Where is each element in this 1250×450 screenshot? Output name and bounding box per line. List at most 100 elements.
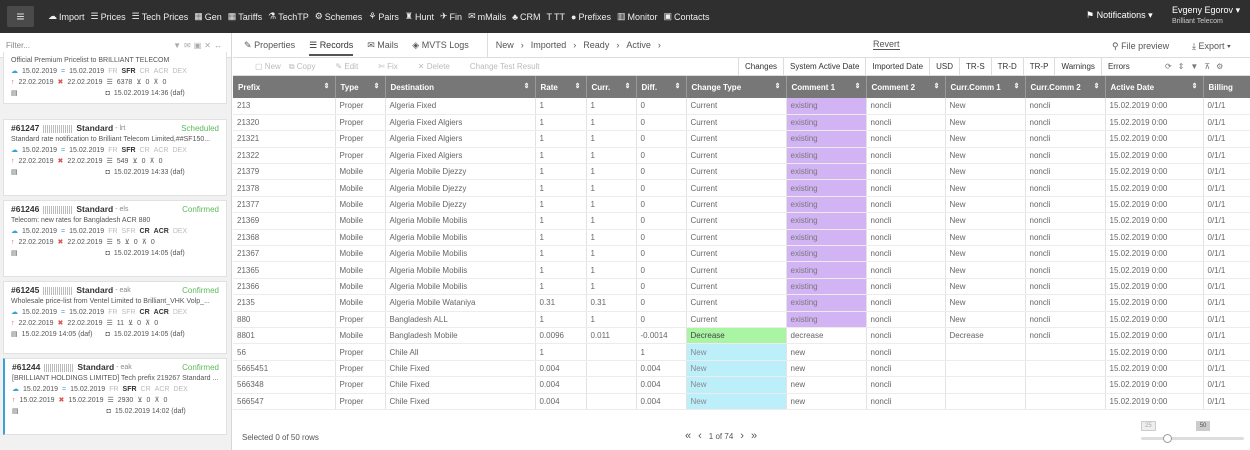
sort-icon[interactable]: ⇕ [674, 83, 681, 90]
pricelist-card[interactable]: #61247 Standard - lrt Scheduled Standard rat… [3, 119, 227, 196]
nav-item-fin[interactable]: ✈ Fin [440, 11, 462, 22]
grid-tools-icons[interactable]: ⟳⇕▼⊼⚙ [1165, 62, 1230, 71]
table-row[interactable]: 566348 Proper Chile Fixed 0.004 0.004 New new n… [233, 376, 1250, 394]
sort-icon[interactable]: ⇕ [624, 83, 631, 90]
table-row[interactable]: 21365 Mobile Algeria Mobile Mobilis 1 1 0 Curr… [233, 261, 1250, 279]
sort-icon[interactable]: ⇕ [933, 83, 940, 90]
fix-button[interactable]: ✄ Fix [378, 62, 398, 71]
sort-icon[interactable]: ⇕ [1093, 83, 1100, 90]
tab-mails[interactable]: ✉ Mails [367, 40, 398, 51]
table-row[interactable]: 2135 Mobile Algeria Mobile Wataniya 0.31 0.3… [233, 294, 1250, 312]
hamburger-icon[interactable]: ≡ [7, 6, 34, 27]
revert-button[interactable]: Revert [873, 39, 900, 50]
edit-button[interactable]: ✎ Edit [335, 62, 358, 71]
table-row[interactable]: 21369 Mobile Algeria Mobile Mobilis 1 1 0 Curr… [233, 212, 1250, 230]
toggle-changes[interactable]: Changes [738, 58, 783, 76]
toggle-usd[interactable]: USD [929, 58, 959, 76]
toggle-tr-s[interactable]: TR-S [958, 58, 991, 76]
nav-item-tariffs[interactable]: ▦ Tariffs [228, 11, 262, 22]
export-button[interactable]: ⤓ Export ▾ [1192, 41, 1231, 52]
table-row[interactable]: 21320 Proper Algeria Fixed Algiers 1 1 0 Curre… [233, 114, 1250, 132]
nav-item-gen[interactable]: ▦ Gen [194, 11, 222, 22]
column-header-prefix[interactable]: Prefix ⇕ [233, 76, 336, 98]
sort-icon[interactable]: ⇕ [323, 83, 330, 90]
nav-item-contacts[interactable]: ▣ Contacts [664, 11, 710, 22]
column-header-curr-[interactable]: Curr. ⇕ [586, 76, 637, 98]
breadcrumb-ready[interactable]: Ready [583, 40, 610, 50]
change-test-result-button[interactable]: Change Test Result [469, 62, 540, 71]
nav-item-prefixes[interactable]: ● Prefixes [571, 12, 611, 22]
pricelist-card-top[interactable]: Official Premium Pricelist to BRILLIANT … [3, 52, 227, 104]
nav-item-pairs[interactable]: ⚘ Pairs [368, 11, 399, 22]
sort-icon[interactable]: ⇕ [574, 83, 581, 90]
column-header-curr-comm-2[interactable]: Curr.Comm 2 ⇕ [1025, 76, 1106, 98]
tab-mvts-logs[interactable]: ◈ MVTS Logs [412, 40, 468, 51]
table-row[interactable]: 880 Proper Bangladesh ALL 1 1 0 Current existin… [233, 311, 1250, 328]
nav-item-tech-prices[interactable]: ☰ Tech Prices [132, 11, 189, 22]
nav-item-hunt[interactable]: ♜ Hunt [405, 11, 434, 22]
toggle-tr-d[interactable]: TR-D [990, 58, 1023, 76]
breadcrumb-new[interactable]: New [495, 40, 514, 50]
table-row[interactable]: 8801 Mobile Bangladesh Mobile 0.0096 0.011 -0… [233, 327, 1250, 345]
sort-icon[interactable]: ⇕ [1191, 83, 1198, 90]
column-header-comment-1[interactable]: Comment 1 ⇕ [786, 76, 867, 98]
nav-item-schemes[interactable]: ⚙ Schemes [315, 11, 363, 22]
column-header-curr-comm-1[interactable]: Curr.Comm 1 ⇕ [945, 76, 1026, 98]
table-row[interactable]: 21322 Proper Algeria Fixed Algiers 1 1 0 Curre… [233, 147, 1250, 165]
first-page-icon[interactable]: « [685, 430, 692, 442]
toggle-imported-date[interactable]: Imported Date [865, 58, 929, 76]
column-header-diff-[interactable]: Diff. ⇕ [636, 76, 687, 98]
slider-knob[interactable] [1163, 434, 1172, 443]
toggle-errors[interactable]: Errors [1100, 58, 1136, 76]
new-button[interactable]: ▢ New [255, 62, 281, 71]
table-row[interactable]: 213 Proper Algeria Fixed 1 1 0 Current existing… [233, 98, 1250, 115]
toggle-system-active-date[interactable]: System Active Date [783, 58, 865, 76]
table-row[interactable]: 21379 Mobile Algeria Mobile Djezzy 1 1 0 Curre… [233, 163, 1250, 181]
table-row[interactable]: 21377 Mobile Algeria Mobile Djezzy 1 1 0 Curre… [233, 196, 1250, 214]
page-size-slider[interactable] [1141, 434, 1244, 443]
pricelist-card[interactable]: #61245 Standard - eak Confirmed Wholesale pr… [3, 281, 227, 354]
prev-page-icon[interactable]: ‹ [698, 430, 702, 442]
sort-icon[interactable]: ⇕ [523, 83, 530, 90]
breadcrumb-imported[interactable]: Imported [530, 40, 567, 50]
column-header-change-type[interactable]: Change Type ⇕ [686, 76, 787, 98]
toggle-warnings[interactable]: Warnings [1054, 58, 1101, 76]
page-size-25[interactable]: 25 [1141, 421, 1156, 431]
pricelist-card[interactable]: #61244 Standard - eak Confirmed [BRILLIANT H… [3, 358, 227, 435]
last-page-icon[interactable]: » [750, 430, 758, 442]
sort-icon[interactable]: ⇕ [774, 83, 781, 90]
filter-input[interactable]: Filter... [6, 40, 31, 50]
nav-item-monitor[interactable]: ▥ Monitor [617, 11, 658, 22]
tab-properties[interactable]: ✎ Properties [244, 40, 295, 51]
sort-icon[interactable]: ⇕ [854, 83, 861, 90]
column-header-billing[interactable]: Billing [1203, 76, 1250, 98]
table-row[interactable]: 566547 Proper Chile Fixed 0.004 0.004 New new n… [233, 393, 1250, 410]
filter-tools-icons[interactable]: ▼✉▣✕↔ [173, 40, 225, 50]
nav-item-techtp[interactable]: ⚗ TechTP [268, 11, 309, 22]
nav-item-prices[interactable]: ☰ Prices [91, 11, 126, 22]
table-row[interactable]: 21366 Mobile Algeria Mobile Mobilis 1 1 0 Curr… [233, 278, 1250, 296]
pricelist-card[interactable]: #61246 Standard - els Confirmed Telecom: new… [3, 200, 227, 277]
table-row[interactable]: 21378 Mobile Algeria Mobile Djezzy 1 1 0 Curre… [233, 179, 1250, 197]
column-header-destination[interactable]: Destination ⇕ [385, 76, 536, 98]
column-header-rate[interactable]: Rate ⇕ [535, 76, 587, 98]
nav-item-import[interactable]: ☁ Import [48, 11, 85, 22]
user-menu[interactable]: Evgeny Egorov ▾ Brilliant Telecom [1172, 5, 1240, 25]
nav-item-tt[interactable]: T TT [547, 12, 566, 22]
toggle-tr-p[interactable]: TR-P [1022, 58, 1055, 76]
tab-records[interactable]: ☰ Records [309, 40, 354, 56]
page-size-50[interactable]: 50 [1195, 421, 1211, 431]
table-row[interactable]: 21367 Mobile Algeria Mobile Mobilis 1 1 0 Curr… [233, 245, 1250, 263]
table-row[interactable]: 5665451 Proper Chile Fixed 0.004 0.004 New new… [233, 360, 1250, 378]
nav-item-crm[interactable]: ♣ CRM [512, 12, 540, 22]
notifications-button[interactable]: ⚑ Notifications ▾ [1086, 10, 1153, 21]
nav-item-mmails[interactable]: ✉ mMails [468, 11, 506, 22]
table-row[interactable]: 56 Proper Chile All 1 1 New new noncli 15.02.201… [233, 343, 1250, 361]
breadcrumb-active[interactable]: Active [626, 40, 651, 50]
column-header-active-date[interactable]: Active Date ⇕ [1105, 76, 1204, 98]
file-preview-button[interactable]: ⚲ File preview [1112, 41, 1169, 52]
table-row[interactable]: 21368 Mobile Algeria Mobile Mobilis 1 1 0 Curr… [233, 229, 1250, 247]
sort-icon[interactable]: ⇕ [1013, 83, 1020, 90]
delete-button[interactable]: ✕ Delete [418, 62, 450, 71]
column-header-type[interactable]: Type ⇕ [335, 76, 386, 98]
